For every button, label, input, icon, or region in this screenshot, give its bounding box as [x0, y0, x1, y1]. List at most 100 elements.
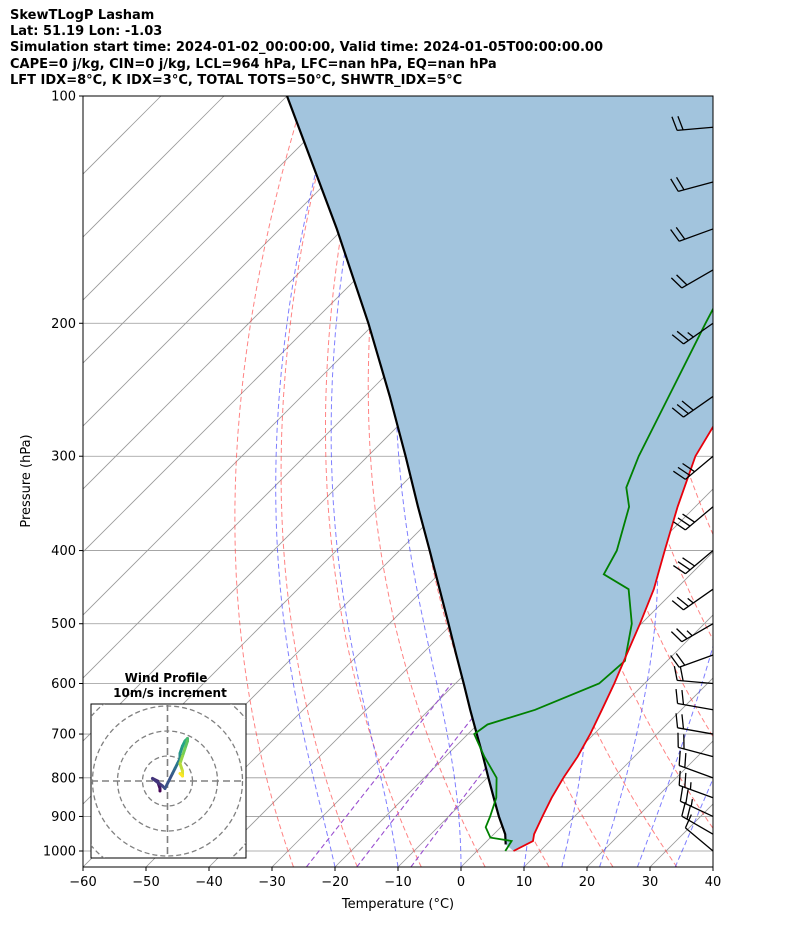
barb-flag — [677, 116, 684, 131]
barb-flag — [675, 688, 679, 704]
moist-adiabat — [674, 777, 713, 867]
chart-title: SkewTLogP Lasham — [10, 8, 155, 23]
barb-flag — [684, 814, 692, 829]
wind-barb — [672, 550, 714, 575]
barb-flag — [673, 665, 678, 681]
barb-half-flag — [689, 782, 692, 790]
dry-adiabat — [761, 96, 794, 867]
y-tick-label: 800 — [51, 771, 76, 786]
moist-adiabat — [330, 96, 399, 867]
dry-adiabat — [234, 96, 305, 867]
barb-flag — [684, 753, 687, 768]
barb-flag — [670, 655, 680, 668]
barb-half-flag — [686, 630, 693, 637]
isotherm--140 — [83, 96, 351, 364]
isotherm--160 — [83, 96, 225, 238]
wind-barb — [681, 801, 714, 835]
x-tick-label: −20 — [321, 875, 348, 890]
x-tick-label: 0 — [457, 875, 465, 890]
wind-barb — [670, 653, 714, 668]
cin-shading — [287, 96, 713, 851]
barb-flag — [681, 400, 694, 411]
barb-flag — [676, 403, 689, 415]
barb-flag — [681, 801, 686, 817]
mixing-ratio-line — [356, 683, 500, 867]
mixing-ratio-line — [305, 683, 453, 867]
wind-barb — [671, 588, 714, 611]
y-tick-label: 100 — [51, 90, 76, 105]
wind-barb — [671, 395, 714, 418]
mixing-ratio-line — [410, 683, 551, 867]
x-tick-label: −30 — [258, 875, 285, 890]
location-line: Lat: 51.19 Lon: -1.03 — [10, 24, 163, 39]
barb-flag — [677, 466, 691, 477]
barb-flag — [682, 513, 695, 523]
barb-flag — [670, 631, 683, 643]
dry-adiabat — [367, 96, 486, 867]
x-tick-label: −50 — [132, 875, 159, 890]
hodograph-segment — [178, 772, 184, 778]
wind-barb — [671, 322, 714, 345]
x-tick-label: −60 — [69, 875, 96, 890]
barb-flag — [672, 565, 686, 575]
wind-barb — [678, 770, 714, 799]
indices-line: LFT IDX=8°C, K IDX=3°C, TOTAL TOTS=50°C,… — [10, 73, 463, 88]
parcel-trace — [285, 96, 507, 845]
wind-barb — [670, 176, 714, 192]
barb-flag — [671, 334, 684, 345]
barb-flag — [676, 330, 689, 341]
barb-flag — [678, 770, 681, 786]
barb-flag — [676, 274, 688, 286]
x-tick-label: 30 — [642, 875, 659, 890]
barb-flag — [677, 517, 691, 527]
isotherm-10 — [523, 677, 713, 867]
y-tick-label: 600 — [51, 677, 76, 692]
moist-adiabat — [275, 96, 337, 867]
y-tick-label: 900 — [51, 810, 76, 825]
barb-flag — [675, 176, 685, 191]
y-tick-label: 300 — [51, 450, 76, 465]
hodograph-subtitle: 10m/s increment — [113, 686, 227, 700]
barb-flag — [682, 557, 695, 567]
barb-flag — [685, 789, 689, 804]
barb-flag — [681, 714, 685, 729]
dewpoint-trace — [473, 307, 713, 852]
y-tick-label: 1000 — [43, 845, 76, 860]
sounding-traces — [285, 96, 713, 852]
barb-flag — [670, 178, 679, 192]
isotherm--150 — [83, 96, 288, 301]
wind-barbs — [670, 116, 714, 852]
times-line: Simulation start time: 2024-01-02_00:00:… — [10, 40, 603, 55]
barb-flag — [671, 600, 684, 611]
barb-flag — [675, 713, 679, 728]
wind-barb — [684, 814, 714, 852]
wind-barb — [677, 732, 714, 758]
wind-barb — [670, 623, 714, 643]
x-tick-label: −10 — [384, 875, 411, 890]
barb-flag — [670, 229, 680, 242]
hodograph-title: Wind Profile — [125, 671, 208, 685]
barb-shaft — [685, 827, 714, 852]
wind-barb — [675, 688, 714, 711]
x-tick-label: 10 — [516, 875, 533, 890]
temperature-trace — [513, 425, 713, 852]
wind-barb — [672, 455, 714, 480]
cin-area — [287, 96, 713, 851]
dry-adiabat — [728, 96, 794, 867]
barb-flag — [676, 628, 688, 640]
barb-flag — [672, 521, 686, 531]
y-axis-label: Pressure (hPa) — [19, 434, 34, 527]
barb-shaft — [677, 126, 714, 132]
isotherm--130 — [83, 96, 414, 427]
barb-flag — [682, 462, 695, 473]
x-tick-label: 20 — [579, 875, 596, 890]
wind-barb — [670, 227, 714, 242]
barb-flag — [670, 277, 683, 289]
isotherm--20 — [334, 488, 713, 867]
wind-barb — [678, 750, 714, 779]
barb-flag — [678, 750, 681, 766]
wind-barb — [679, 786, 714, 818]
